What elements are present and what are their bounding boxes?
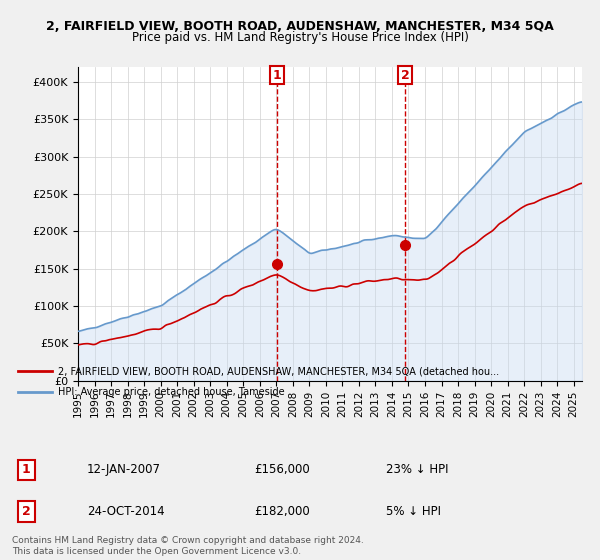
Text: 2, FAIRFIELD VIEW, BOOTH ROAD, AUDENSHAW, MANCHESTER, M34 5QA: 2, FAIRFIELD VIEW, BOOTH ROAD, AUDENSHAW… [46, 20, 554, 32]
Text: Contains HM Land Registry data © Crown copyright and database right 2024.
This d: Contains HM Land Registry data © Crown c… [12, 536, 364, 556]
Text: 12-JAN-2007: 12-JAN-2007 [87, 463, 161, 477]
Text: 23% ↓ HPI: 23% ↓ HPI [386, 463, 449, 477]
Text: HPI: Average price, detached house, Tameside: HPI: Average price, detached house, Tame… [58, 387, 285, 397]
Text: £156,000: £156,000 [254, 463, 310, 477]
Text: 2, FAIRFIELD VIEW, BOOTH ROAD, AUDENSHAW, MANCHESTER, M34 5QA (detached hou...: 2, FAIRFIELD VIEW, BOOTH ROAD, AUDENSHAW… [58, 366, 499, 376]
Text: 1: 1 [272, 69, 281, 82]
Text: 5% ↓ HPI: 5% ↓ HPI [386, 505, 442, 518]
Text: 1: 1 [22, 463, 31, 477]
Text: Price paid vs. HM Land Registry's House Price Index (HPI): Price paid vs. HM Land Registry's House … [131, 31, 469, 44]
Text: 2: 2 [401, 69, 410, 82]
Text: 24-OCT-2014: 24-OCT-2014 [87, 505, 164, 518]
Text: £182,000: £182,000 [254, 505, 310, 518]
Text: 2: 2 [22, 505, 31, 518]
